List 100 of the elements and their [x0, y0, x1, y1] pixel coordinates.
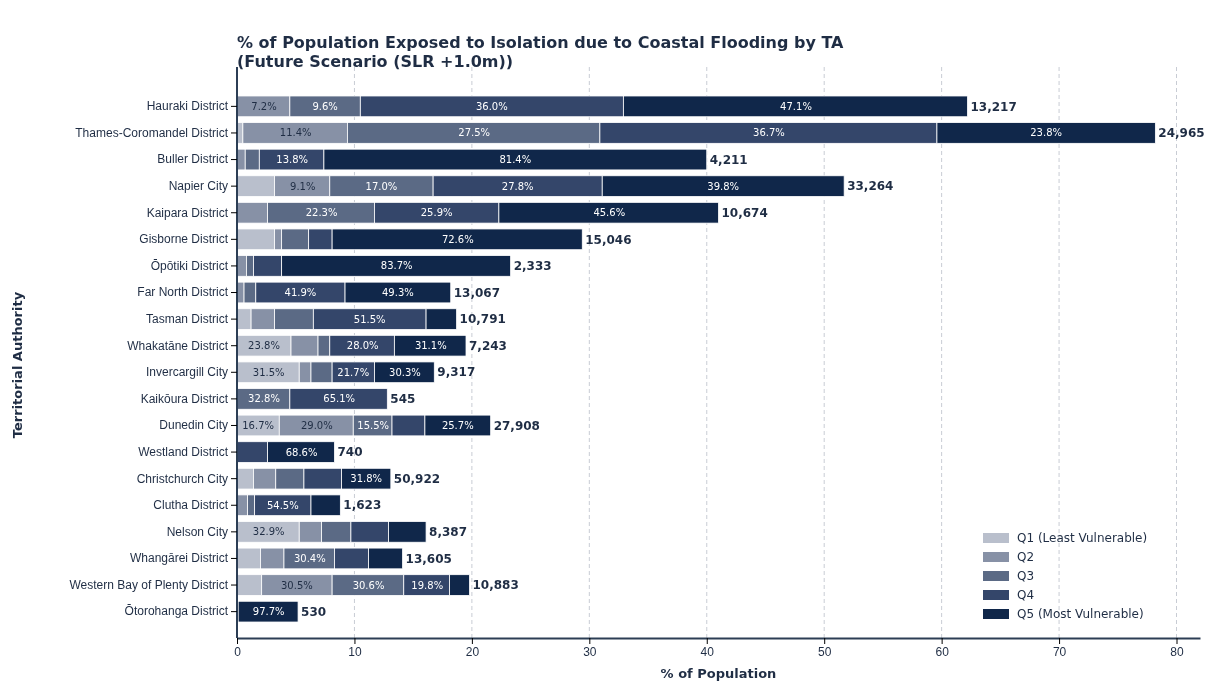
y-tick-label: Tasman District: [145, 311, 229, 326]
x-tick-label: 70: [1052, 644, 1067, 659]
annotation: 10,674: [721, 205, 768, 220]
x-tick-label: 40: [700, 644, 715, 659]
annotation: 13.8%: [276, 154, 309, 166]
annotation: 25.9%: [420, 207, 453, 219]
annotation: 545: [390, 392, 416, 407]
annotation: 45.6%: [593, 207, 626, 219]
annotation: 8,387: [429, 525, 468, 540]
annotation: 25.7%: [441, 419, 474, 431]
bar: [237, 600, 299, 623]
annotation: 27,908: [493, 418, 540, 433]
x-axis-title: % of Population: [660, 666, 777, 681]
annotation: 13,217: [970, 99, 1017, 114]
annotation: 31.8%: [350, 473, 383, 485]
annotation: 27.5%: [458, 127, 491, 139]
annotation: 41.9%: [284, 287, 317, 299]
x-tick-label: 60: [935, 644, 950, 659]
x-tick-label: 80: [1170, 644, 1185, 659]
annotation: 24,965: [1158, 126, 1205, 141]
legend-label: Q2: [1017, 550, 1035, 565]
annotation: 4,211: [709, 152, 748, 167]
y-tick-label: Ōtorohanga District: [124, 604, 229, 619]
x-tick-label: 10: [348, 644, 362, 659]
y-tick-label: Whakatāne District: [127, 338, 229, 353]
annotation: 33,264: [847, 179, 894, 194]
annotation: 13,067: [453, 285, 501, 300]
annotation: 72.6%: [441, 233, 474, 245]
x-tick-label: 20: [465, 644, 480, 659]
y-tick-label: Far North District: [137, 285, 229, 300]
annotation: 49.3%: [382, 287, 414, 299]
annotation: 50,922: [393, 471, 441, 486]
annotation: 16.7%: [242, 419, 275, 431]
annotation: 51.5%: [353, 313, 386, 325]
annotation: 47.1%: [780, 100, 812, 112]
x-tick-label: 0: [234, 644, 242, 659]
annotation: 27.8%: [501, 180, 534, 192]
annotation: 2,333: [513, 259, 552, 274]
annotation: 30.5%: [281, 579, 313, 591]
chart-title: % of Population Exposed to Isolation due to Coastal Flooding by TA (Future Scenario (SLR +1.0m)): [237, 33, 845, 71]
y-tick-label: Hauraki District: [146, 99, 229, 114]
annotation: 17.0%: [365, 180, 398, 192]
y-tick-label: Invercargill City: [145, 365, 228, 380]
annotation: 54.5%: [266, 499, 299, 511]
y-tick-label: Thames-Coromandel District: [75, 125, 229, 140]
annotation: 97.7%: [252, 606, 285, 618]
legend-label: Q5 (Most Vulnerable): [1017, 607, 1144, 622]
y-tick-label: Ōpōtiki District: [150, 258, 229, 273]
y-tick-label: Clutha District: [153, 498, 229, 513]
annotation: 36.0%: [475, 100, 508, 112]
annotation: 31.5%: [252, 366, 285, 378]
annotation: 10,791: [459, 312, 506, 327]
y-tick-label: Kaipara District: [146, 205, 229, 220]
y-tick-label: Westland District: [138, 444, 229, 459]
y-tick-label: Kaikōura District: [140, 391, 229, 406]
x-tick-label: 50: [818, 644, 832, 659]
annotation: 30.3%: [389, 366, 421, 378]
y-tick-label: Whangārei District: [129, 551, 229, 566]
y-axis-title: Territorial Authority: [10, 291, 25, 439]
annotation: 19.8%: [411, 579, 444, 591]
annotation: 32.8%: [248, 393, 280, 405]
y-tick-label: Dunedin City: [159, 418, 228, 433]
annotation: 30.6%: [352, 579, 385, 591]
y-tick-label: Napier City: [168, 178, 228, 193]
annotation: 11.4%: [279, 127, 312, 139]
annotation: 7.2%: [251, 100, 277, 112]
annotation: 81.4%: [499, 154, 532, 166]
legend-label: Q3: [1017, 569, 1035, 584]
annotation: 13,605: [405, 551, 452, 566]
annotation: 15.5%: [357, 419, 390, 431]
annotation: 32.9%: [252, 526, 285, 538]
annotation: 23.8%: [1030, 127, 1063, 139]
y-tick-label: Nelson City: [166, 524, 228, 539]
annotation: 36.7%: [753, 127, 785, 139]
x-tick-label: 30: [583, 644, 597, 659]
annotation: 29.0%: [300, 419, 333, 431]
annotation: 10,883: [472, 578, 519, 593]
annotation: 23.8%: [248, 340, 280, 352]
annotation: 28.0%: [346, 340, 379, 352]
annotation: 1,623: [343, 498, 382, 513]
annotation: 65.1%: [323, 393, 356, 405]
y-tick-label: Gisborne District: [139, 232, 229, 247]
annotation: 30.4%: [293, 552, 326, 564]
annotation: 68.6%: [285, 446, 318, 458]
annotation: 740: [337, 445, 363, 460]
annotation: 83.7%: [380, 260, 413, 272]
annotation: 31.1%: [414, 340, 447, 352]
annotation: 22.3%: [305, 207, 338, 219]
annotation: 39.8%: [707, 180, 740, 192]
annotation: 9.6%: [312, 100, 338, 112]
y-tick-label: Christchurch City: [136, 471, 228, 486]
annotation: 9.1%: [290, 180, 316, 192]
annotation: 15,046: [585, 232, 632, 247]
legend-label: Q1 (Least Vulnerable): [1017, 531, 1148, 546]
annotation: 7,243: [469, 338, 507, 353]
y-tick-label: Western Bay of Plenty District: [69, 577, 229, 592]
y-tick-label: Buller District: [157, 152, 229, 167]
legend-label: Q4: [1017, 588, 1035, 603]
annotation: 9,317: [437, 365, 476, 380]
annotation: 530: [301, 604, 327, 619]
